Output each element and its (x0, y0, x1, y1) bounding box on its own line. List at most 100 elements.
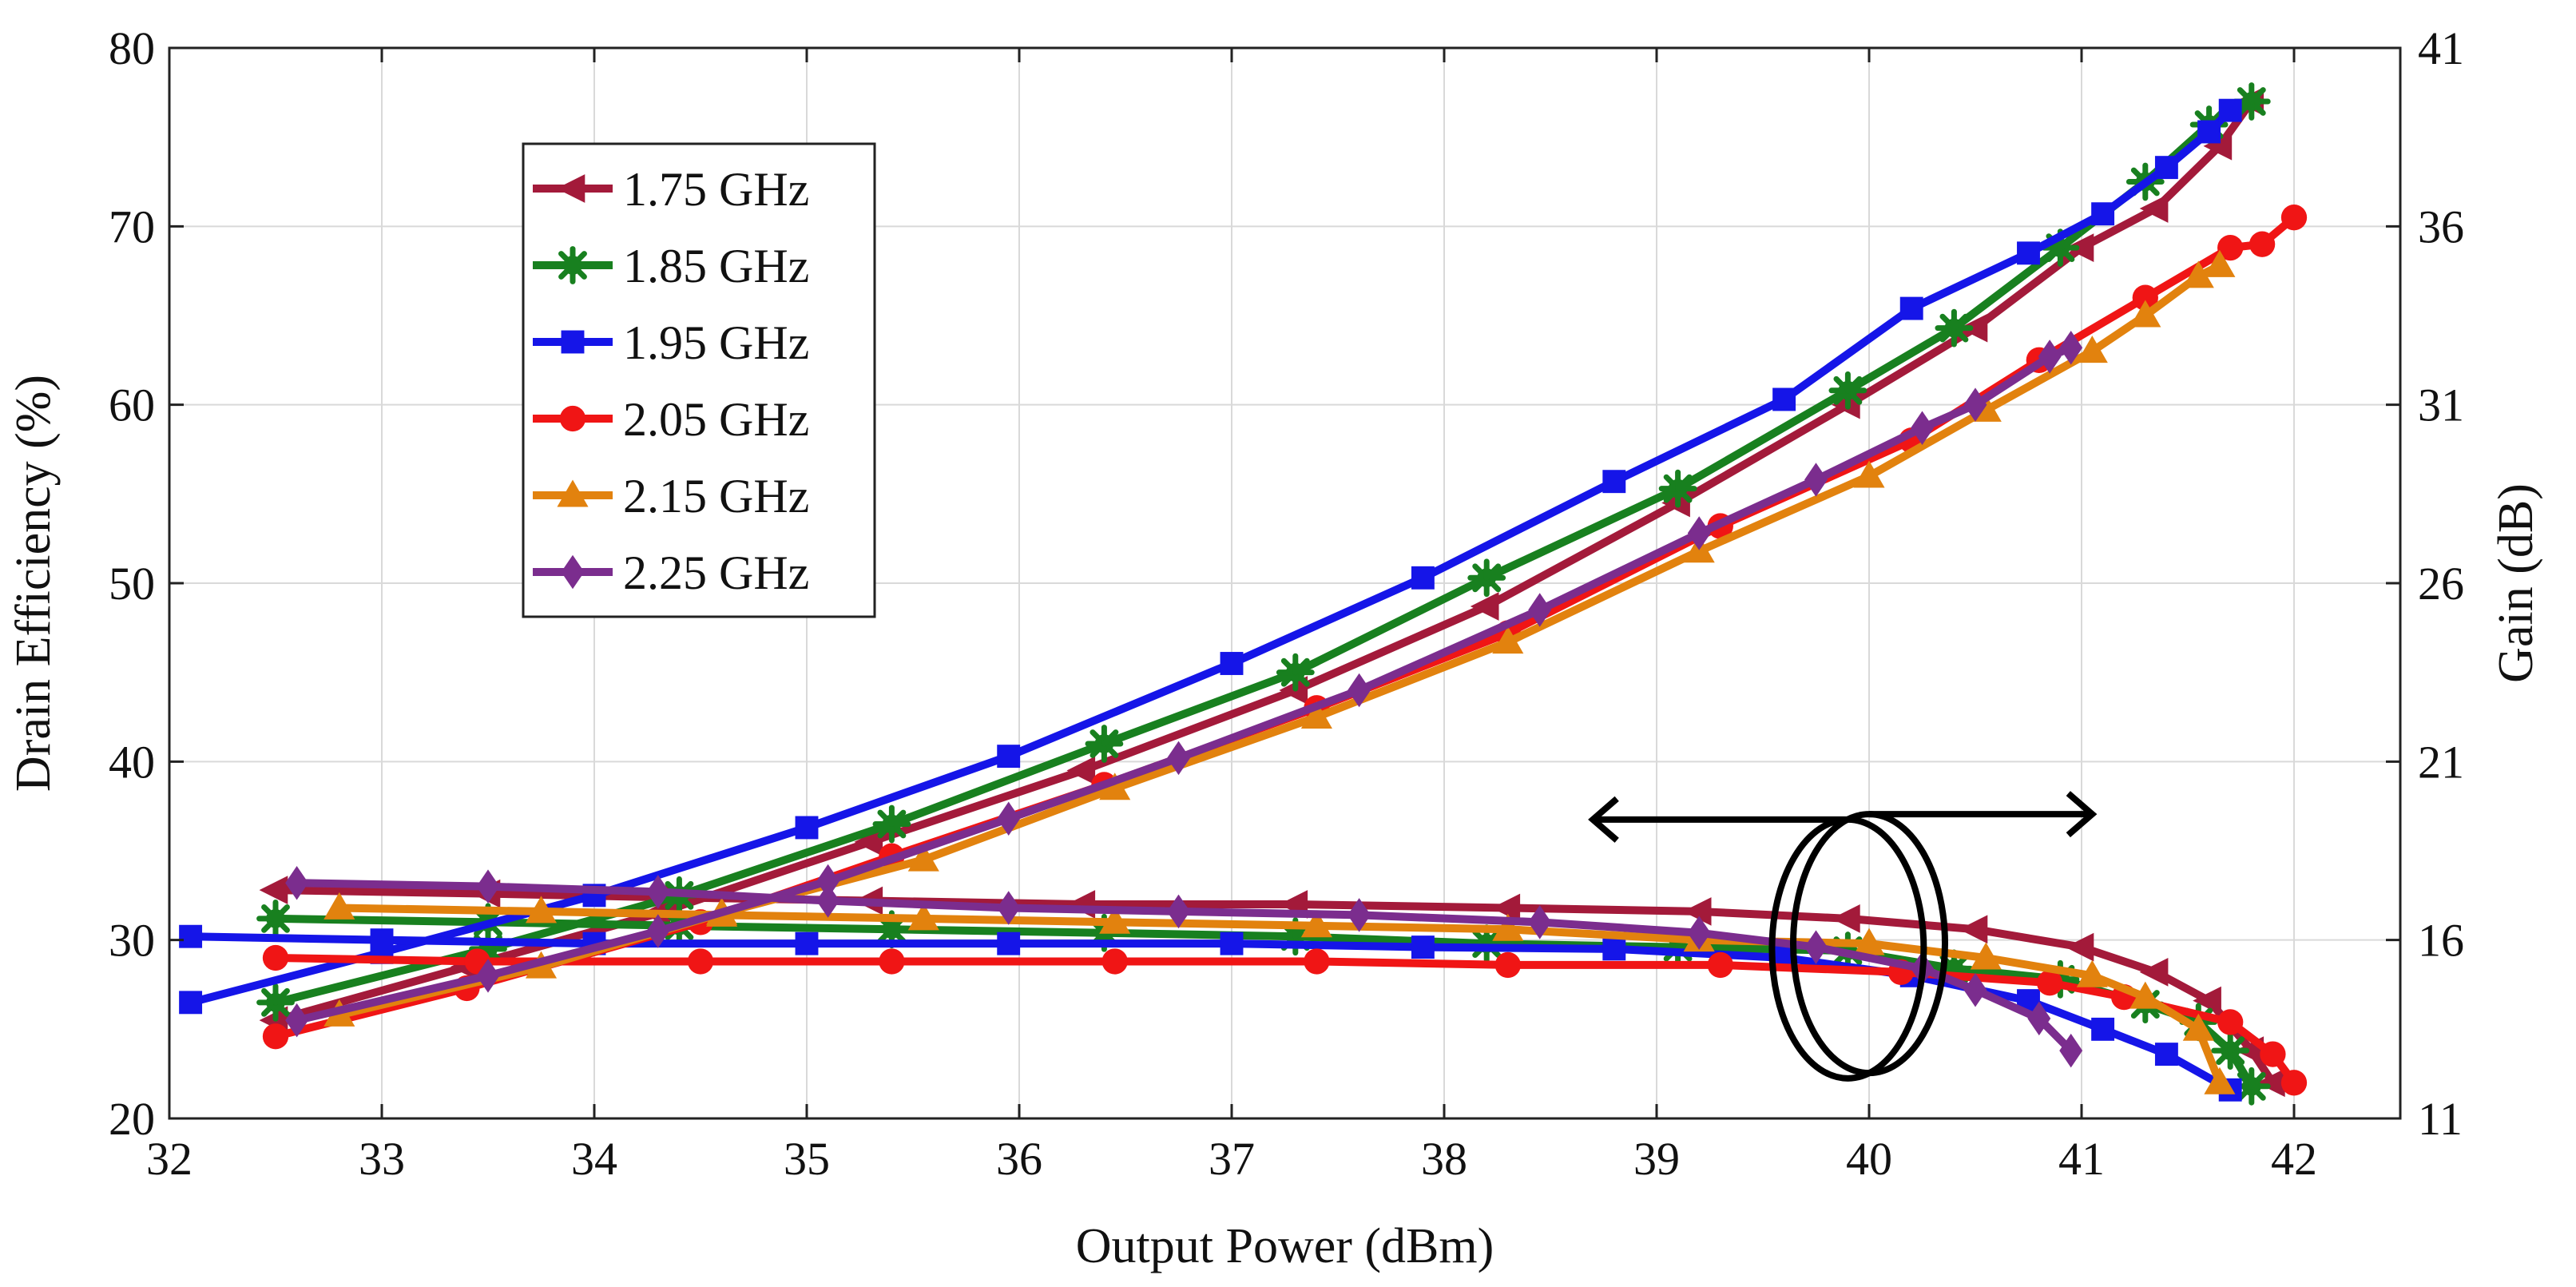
gain-point-0 (2193, 986, 2221, 1015)
efficiency-point-0 (2139, 194, 2169, 223)
efficiency-point-1 (1935, 308, 1974, 348)
gain-point-4 (907, 903, 939, 931)
efficiency-point-4 (1300, 701, 1332, 729)
gain-point-2 (795, 931, 819, 955)
legend-item-3: 2.05 GHz (533, 393, 809, 446)
y-tick-label: 30 (109, 915, 155, 967)
gain-point-0 (1832, 904, 1860, 933)
efficiency-point-1 (1276, 653, 1315, 692)
efficiency-point-1 (1828, 371, 1868, 410)
gain-point-3 (879, 948, 905, 975)
efficiency-point-4 (2182, 260, 2214, 288)
efficiency-point-5 (1804, 463, 1828, 497)
annotation-arrowhead (1588, 796, 1619, 843)
efficiency-point-4 (1853, 460, 1885, 488)
efficiency-point-0 (854, 827, 883, 856)
y2-tick-label: 21 (2418, 736, 2464, 788)
efficiency-point-0 (2065, 233, 2094, 262)
gain-point-0 (1682, 897, 1712, 926)
efficiency-point-1 (872, 804, 911, 844)
efficiency-point-1 (1085, 725, 1124, 763)
y-axis-label: Drain Efficiency (%) (6, 375, 61, 792)
gain-point-0 (2065, 932, 2094, 962)
gain-point-0 (1491, 893, 1521, 923)
gain-point-4 (323, 892, 355, 920)
gain-point-4 (1300, 910, 1332, 938)
x-tick-label: 36 (996, 1133, 1042, 1185)
gain-point-4 (1099, 906, 1131, 934)
efficiency-point-5 (1528, 593, 1552, 627)
efficiency-point-2 (2091, 202, 2115, 226)
efficiency-point-5 (646, 914, 670, 948)
efficiency-point-5 (1911, 411, 1934, 445)
efficiency-point-5 (816, 864, 840, 899)
efficiency-point-2 (2154, 156, 2178, 180)
efficiency-point-2 (1602, 470, 1626, 494)
efficiency-point-2 (179, 991, 203, 1015)
x-tick-label: 39 (1633, 1133, 1680, 1185)
legend-swatch-marker (559, 405, 586, 432)
x-tick-label: 34 (571, 1133, 617, 1185)
efficiency-point-5 (1348, 673, 1371, 708)
gain-point-3 (1707, 951, 1733, 979)
efficiency-point-4 (907, 844, 939, 872)
legend-label: 2.25 GHz (623, 546, 809, 599)
y-tick-label: 20 (109, 1093, 155, 1145)
gain-point-4 (2182, 1013, 2214, 1041)
y2-tick-label: 11 (2418, 1093, 2463, 1145)
gain-point-1 (2211, 1031, 2250, 1071)
x-tick-label: 37 (1209, 1133, 1255, 1185)
gain-point-3 (2280, 1070, 2308, 1096)
x-tick-label: 32 (146, 1133, 193, 1185)
gain-point-4 (1970, 942, 2002, 970)
efficiency-point-5 (997, 801, 1021, 836)
x-axis-label: Output Power (dBm) (1076, 1219, 1494, 1273)
y2-tick-label: 31 (2418, 379, 2464, 431)
gain-point-3 (1494, 951, 1521, 979)
efficiency-point-2 (795, 816, 819, 840)
gain-point-4 (2204, 1067, 2236, 1094)
legend-item-4: 2.15 GHz (533, 470, 809, 522)
legend-swatch-marker (557, 479, 589, 507)
y-tick-label: 40 (109, 736, 155, 788)
gain-point-2 (1602, 937, 1626, 961)
efficiency-point-4 (2204, 249, 2236, 277)
series-2 (179, 98, 2242, 1102)
annotation-arrowhead (2066, 791, 2098, 838)
gain-point-5 (1167, 894, 1190, 929)
series-layer (179, 82, 2308, 1106)
efficiency-point-0 (1470, 592, 1499, 621)
x-tick-label: 33 (359, 1133, 405, 1185)
legend-label: 2.05 GHz (623, 393, 809, 446)
gain-point-3 (2036, 970, 2063, 996)
gain-point-3 (1101, 948, 1128, 975)
gain-point-5 (1528, 905, 1552, 939)
gain-point-1 (2232, 1067, 2271, 1106)
gain-point-2 (997, 931, 1021, 955)
gain-point-3 (262, 944, 289, 971)
gain-point-5 (1687, 916, 1711, 950)
gain-point-4 (1492, 913, 1524, 941)
efficiency-point-5 (476, 959, 500, 993)
gain-point-0 (259, 876, 288, 904)
gain-point-0 (1066, 890, 1096, 919)
y2-tick-label: 41 (2418, 22, 2464, 74)
legend-label: 1.95 GHz (623, 316, 809, 369)
gain-point-5 (816, 884, 840, 918)
efficiency-point-0 (2203, 131, 2233, 161)
y-tick-label: 70 (109, 201, 155, 252)
efficiency-point-4 (1492, 626, 1524, 654)
efficiency-point-1 (1467, 558, 1506, 598)
gain-point-4 (2076, 959, 2108, 987)
gain-point-5 (2027, 1001, 2051, 1036)
gain-point-0 (2256, 1068, 2285, 1098)
gain-point-5 (2059, 1033, 2083, 1068)
legend-item-5: 2.25 GHz (533, 546, 809, 599)
gain-point-5 (285, 865, 309, 900)
x-tick-label: 38 (1421, 1133, 1467, 1185)
efficiency-point-3 (2132, 284, 2158, 311)
gain-point-2 (2091, 1017, 2115, 1041)
legend-item-2: 1.95 GHz (533, 316, 809, 369)
y2-axis-label: Gain (dB) (2489, 483, 2543, 683)
